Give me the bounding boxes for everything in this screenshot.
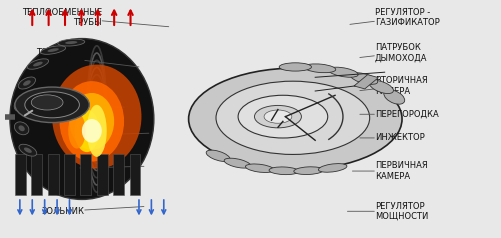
Ellipse shape — [304, 64, 335, 73]
Ellipse shape — [18, 77, 36, 89]
Ellipse shape — [19, 125, 25, 131]
Ellipse shape — [14, 99, 29, 112]
Text: ПАТРУБОК
ДЫМОХОДА: ПАТРУБОК ДЫМОХОДА — [359, 43, 426, 62]
Ellipse shape — [15, 122, 29, 135]
Circle shape — [188, 68, 401, 170]
Ellipse shape — [18, 102, 25, 108]
Bar — [48, 154, 59, 195]
Ellipse shape — [369, 80, 393, 94]
Bar — [80, 154, 91, 195]
Text: ИНЖЕКТОР: ИНЖЕКТОР — [359, 134, 424, 142]
Ellipse shape — [58, 39, 85, 46]
Text: РЕГУЛЯТОР
МОЩНОСТИ: РЕГУЛЯТОР МОЩНОСТИ — [347, 202, 427, 221]
Text: ПЕРЕГОРОДКА: ПЕРЕГОРОДКА — [359, 110, 437, 119]
Ellipse shape — [206, 150, 229, 162]
Ellipse shape — [24, 148, 32, 153]
Ellipse shape — [52, 64, 141, 169]
Ellipse shape — [65, 41, 77, 44]
Ellipse shape — [350, 73, 377, 84]
Circle shape — [264, 110, 291, 123]
Ellipse shape — [74, 109, 99, 152]
Bar — [129, 154, 140, 195]
Ellipse shape — [60, 81, 124, 162]
Ellipse shape — [68, 113, 86, 149]
Text: ПЕРВИЧНАЯ
КАМЕРА: ПЕРВИЧНАЯ КАМЕРА — [352, 161, 427, 181]
Ellipse shape — [82, 119, 102, 143]
Bar — [15, 154, 26, 195]
Ellipse shape — [10, 39, 153, 199]
Text: ПОДДУВАЛО: ПОДДУВАЛО — [24, 164, 144, 173]
Circle shape — [215, 81, 369, 154]
Ellipse shape — [69, 93, 114, 150]
Ellipse shape — [293, 167, 323, 174]
Ellipse shape — [383, 90, 404, 104]
Bar — [353, 75, 378, 89]
Ellipse shape — [23, 80, 31, 86]
Ellipse shape — [33, 62, 43, 66]
Bar — [97, 154, 108, 195]
Text: РЕГУЛЯТОР -
ГАЗИФИКАТОР: РЕГУЛЯТОР - ГАЗИФИКАТОР — [349, 8, 438, 27]
Bar — [64, 154, 75, 195]
Text: ЗОЛЬНИК: ЗОЛЬНИК — [41, 207, 144, 216]
Ellipse shape — [224, 158, 250, 168]
Bar — [31, 154, 42, 195]
Circle shape — [31, 95, 63, 110]
Text: КОРПУС: КОРПУС — [54, 131, 149, 140]
Ellipse shape — [328, 67, 358, 77]
Circle shape — [15, 87, 89, 123]
Ellipse shape — [318, 164, 346, 172]
Text: ТОПОЧНАЯ
ДВЕРЦА: ТОПОЧНАЯ ДВЕРЦА — [36, 48, 139, 67]
Text: ТЕПЛООБМЕННЫЕ
ТРУБЫ: ТЕПЛООБМЕННЫЕ ТРУБЫ — [22, 8, 168, 27]
Bar — [113, 154, 124, 195]
Ellipse shape — [87, 105, 107, 157]
Ellipse shape — [41, 46, 66, 54]
Circle shape — [237, 95, 327, 138]
Ellipse shape — [269, 167, 298, 175]
Ellipse shape — [19, 144, 37, 156]
Text: ВТОРИЧНАЯ
КАМЕРА: ВТОРИЧНАЯ КАМЕРА — [359, 76, 427, 96]
Circle shape — [254, 105, 301, 128]
Text: РУЧКА
ДВЕРЦЫ: РУЧКА ДВЕРЦЫ — [28, 93, 124, 112]
Ellipse shape — [27, 59, 49, 69]
Circle shape — [25, 92, 79, 118]
Ellipse shape — [48, 48, 59, 52]
Ellipse shape — [279, 63, 311, 71]
Ellipse shape — [245, 164, 274, 173]
